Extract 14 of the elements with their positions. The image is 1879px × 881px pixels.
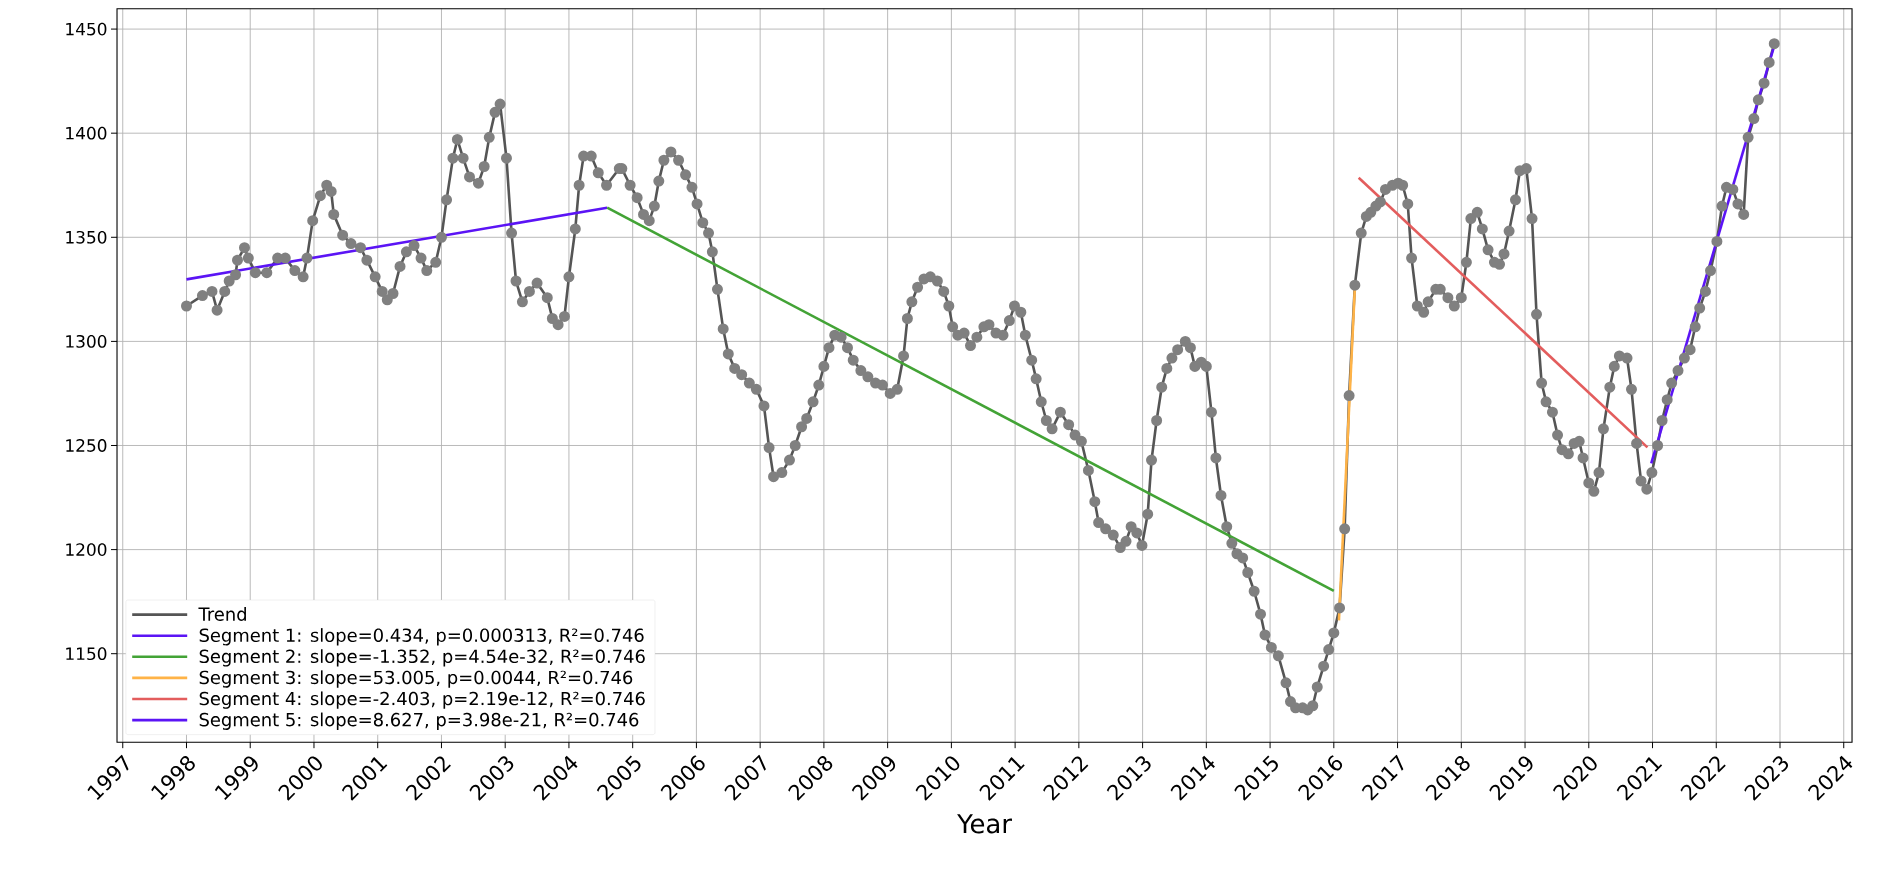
y-tick-label: 1300 [66, 334, 107, 348]
legend-label: Segment 3: slope=53.005, p=0.0044, R²=0.746 [199, 670, 633, 688]
x-axis-title: Year [957, 814, 1012, 834]
y-tick-label: 1150 [66, 647, 107, 661]
legend-label: Segment 5: slope=8.627, p=3.98e-21, R²=0.746 [199, 712, 639, 730]
y-tick-label: 1350 [66, 230, 107, 244]
legend-label: Segment 4: slope=-2.403, p=2.19e-12, R²=0.746 [199, 691, 645, 709]
y-tick-label: 1250 [66, 439, 107, 452]
legend-label: Segment 2: slope=-1.352, p=4.54e-32, R²=0.746 [199, 649, 645, 667]
y-tick-label: 1400 [66, 126, 107, 140]
y-tick-label: 1450 [66, 22, 107, 36]
legend-label: Trend [198, 607, 246, 621]
y-tick-label: 1200 [66, 543, 107, 556]
legend-label: Segment 1: slope=0.434, p=0.000313, R²=0.746 [199, 628, 644, 646]
